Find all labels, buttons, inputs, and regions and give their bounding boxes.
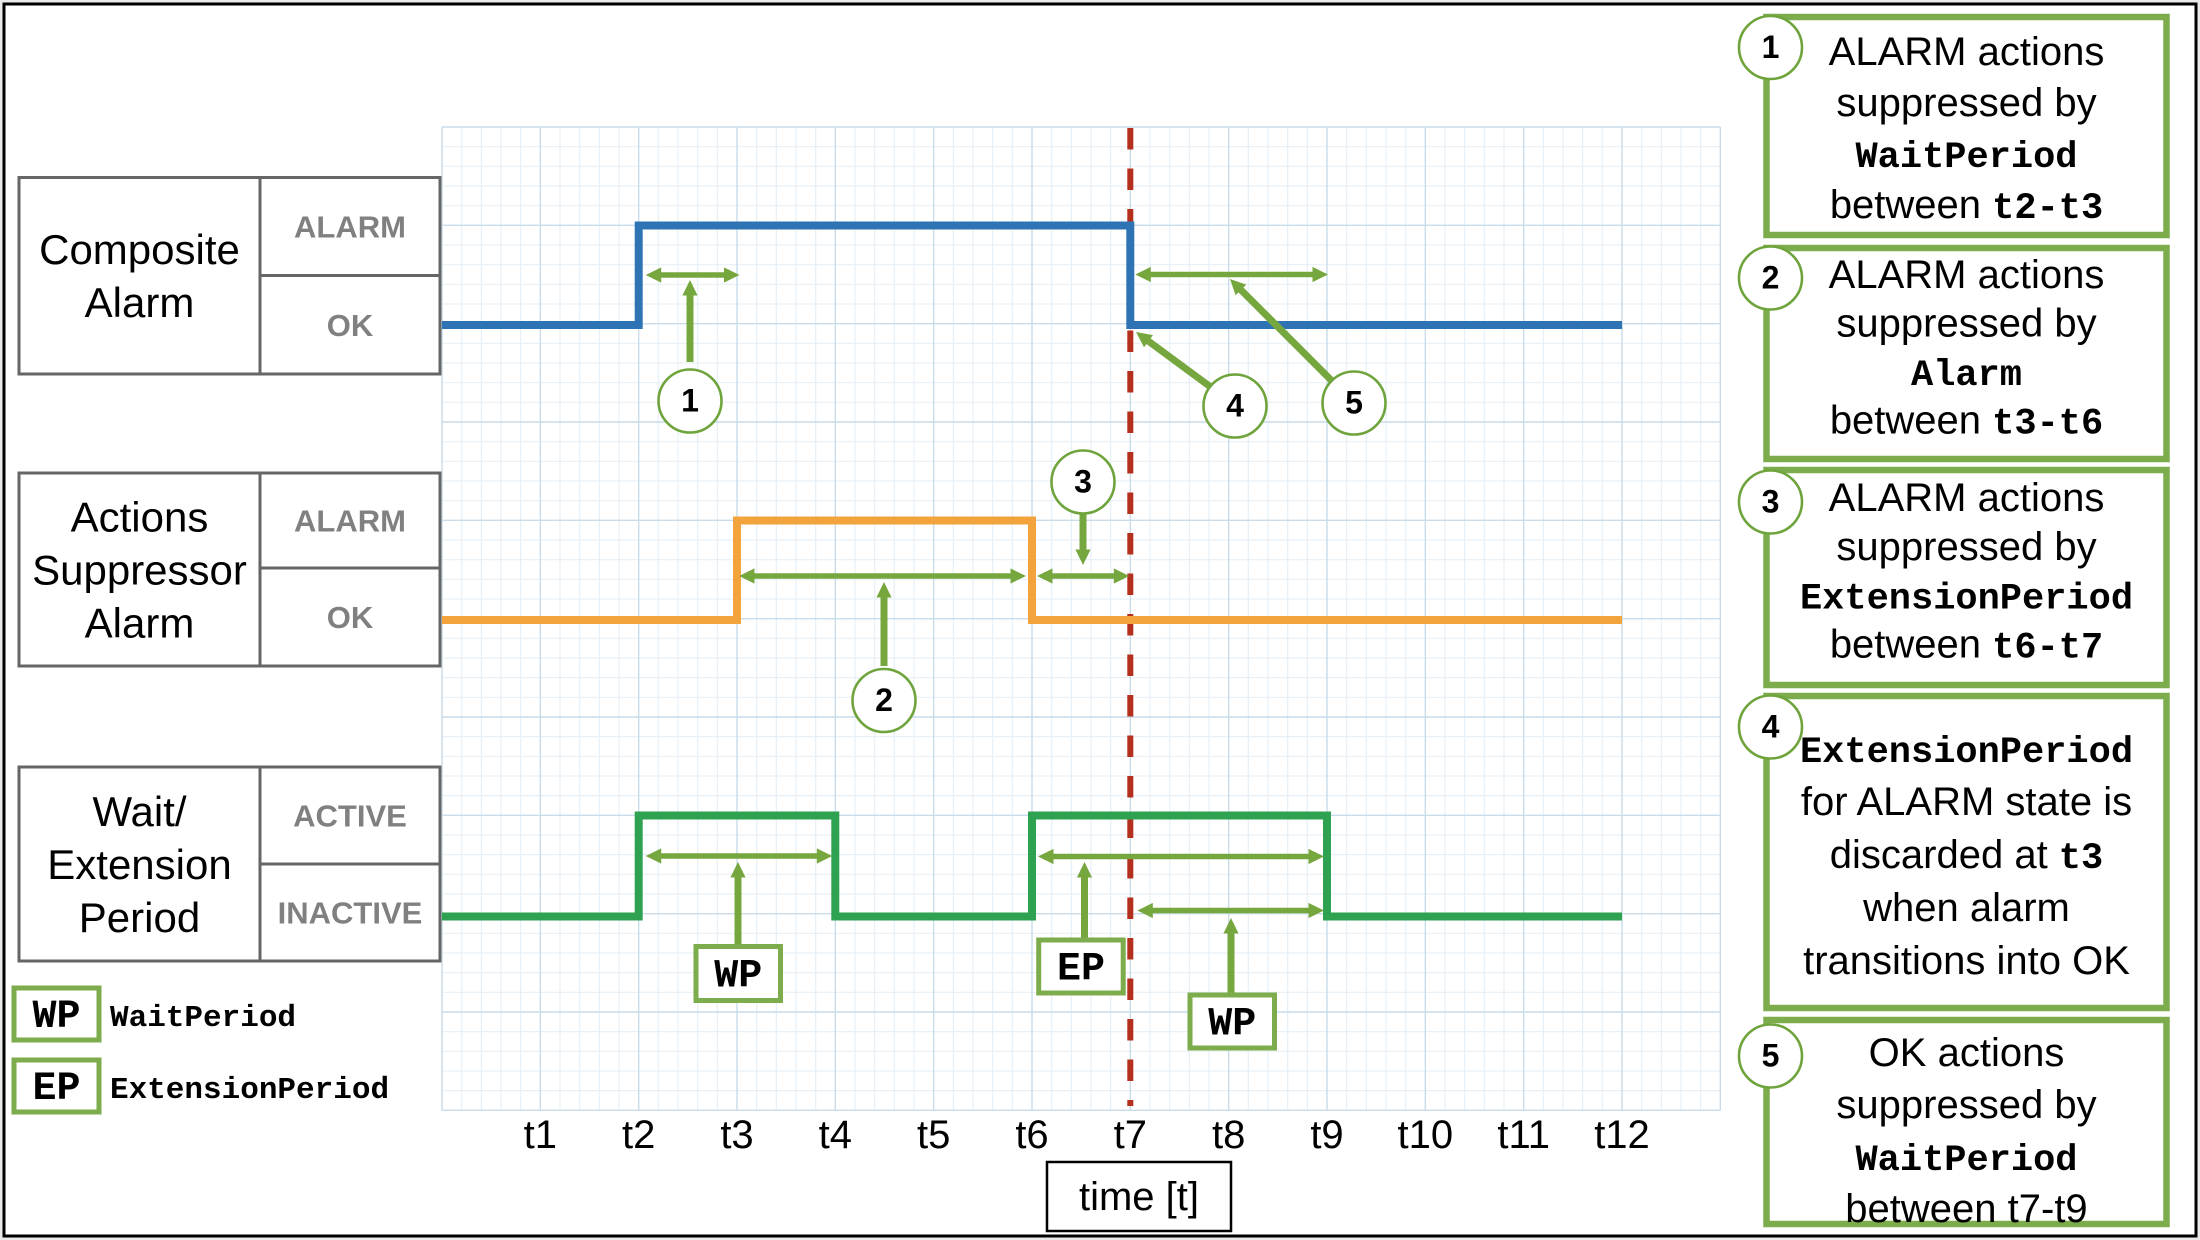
svg-text:t1: t1 [524,1113,557,1157]
svg-text:WaitPeriod: WaitPeriod [1855,1140,2077,1182]
svg-text:4: 4 [1762,709,1780,745]
svg-text:2: 2 [1762,260,1780,296]
svg-text:5: 5 [1762,1038,1780,1074]
svg-text:discarded at t3: discarded at t3 [1830,833,2103,880]
svg-text:Composite: Composite [39,226,240,273]
svg-text:WP: WP [1208,1003,1256,1048]
svg-text:t5: t5 [917,1113,950,1157]
svg-text:Suppressor: Suppressor [32,547,247,594]
svg-text:ExtensionPeriod: ExtensionPeriod [1800,732,2133,774]
svg-text:Alarm: Alarm [85,600,195,647]
svg-text:between t7-t9: between t7-t9 [1845,1187,2087,1231]
svg-text:Alarm: Alarm [1911,355,2022,397]
svg-text:1: 1 [681,383,699,419]
svg-text:t10: t10 [1397,1113,1453,1157]
svg-text:5: 5 [1345,385,1363,421]
svg-text:t7: t7 [1114,1113,1147,1157]
svg-text:WaitPeriod: WaitPeriod [110,1001,296,1036]
svg-text:3: 3 [1762,484,1780,520]
svg-text:suppressed by: suppressed by [1836,302,2096,346]
svg-text:Actions: Actions [71,494,209,541]
svg-text:1: 1 [1762,29,1780,65]
svg-text:suppressed by: suppressed by [1836,525,2096,569]
svg-text:t9: t9 [1310,1113,1343,1157]
svg-text:OK: OK [327,308,374,343]
svg-text:Alarm: Alarm [85,279,195,326]
svg-text:between t2-t3: between t2-t3 [1830,183,2103,230]
svg-text:between t6-t7: between t6-t7 [1830,622,2103,669]
svg-text:Extension: Extension [47,841,231,888]
svg-text:ALARM actions: ALARM actions [1829,253,2105,297]
svg-text:ALARM actions: ALARM actions [1829,476,2105,520]
svg-text:ExtensionPeriod: ExtensionPeriod [1800,579,2133,621]
svg-text:transitions into OK: transitions into OK [1803,939,2130,983]
svg-text:t11: t11 [1497,1113,1550,1157]
svg-text:2: 2 [875,682,893,718]
svg-text:WP: WP [714,955,762,1000]
svg-text:between t3-t6: between t3-t6 [1830,399,2103,446]
svg-text:suppressed by: suppressed by [1836,81,2096,125]
svg-text:ExtensionPeriod: ExtensionPeriod [110,1073,389,1108]
svg-text:Period: Period [79,894,200,941]
svg-text:t8: t8 [1212,1113,1245,1157]
svg-text:4: 4 [1226,388,1244,424]
svg-text:time [t]: time [t] [1079,1175,1199,1219]
svg-text:WaitPeriod: WaitPeriod [1855,137,2077,179]
svg-text:for ALARM state is: for ALARM state is [1801,780,2132,824]
svg-text:3: 3 [1074,464,1092,500]
svg-text:OK actions: OK actions [1869,1031,2065,1075]
svg-text:t2: t2 [622,1113,655,1157]
svg-text:ALARM: ALARM [294,210,406,245]
svg-text:Wait/: Wait/ [92,788,186,835]
svg-text:OK: OK [327,600,374,635]
svg-text:suppressed by: suppressed by [1836,1083,2096,1127]
svg-text:WP: WP [32,995,80,1040]
svg-text:INACTIVE: INACTIVE [278,896,423,931]
svg-text:ALARM actions: ALARM actions [1829,30,2105,74]
svg-text:EP: EP [1057,948,1105,993]
svg-text:ACTIVE: ACTIVE [293,799,407,834]
svg-text:EP: EP [32,1067,80,1112]
svg-text:ALARM: ALARM [294,504,406,539]
svg-text:t4: t4 [819,1113,852,1157]
svg-text:t12: t12 [1594,1113,1650,1157]
svg-text:t6: t6 [1015,1113,1048,1157]
svg-text:t3: t3 [720,1113,753,1157]
svg-text:when alarm: when alarm [1862,886,2070,930]
